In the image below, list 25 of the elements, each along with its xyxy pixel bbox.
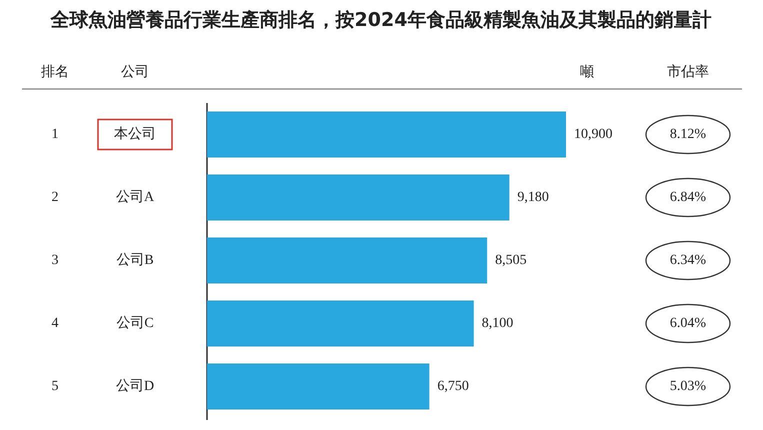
header: 市佔率 <box>667 64 709 80</box>
share: 6.04% <box>670 316 706 331</box>
category: 公司C <box>116 316 154 331</box>
share: 8.12% <box>670 127 706 142</box>
data-label: 8,505 <box>495 253 527 268</box>
share: 6.84% <box>670 190 706 205</box>
rank: 1 <box>52 127 58 142</box>
rank: 2 <box>52 190 58 205</box>
category: 本公司 <box>114 127 156 142</box>
title: 全球魚油營養品行業生產商排名，按2024年食品級精製魚油及其製品的銷量計 <box>50 9 712 31</box>
category: 公司D <box>116 379 154 394</box>
ylabel: 公司 <box>121 64 149 80</box>
rank: 4 <box>52 316 58 331</box>
data-label: 9,180 <box>517 190 549 205</box>
header: 排名 <box>41 64 69 80</box>
rank: 5 <box>52 379 58 394</box>
data-label: 10,900 <box>574 127 612 142</box>
data-label: 8,100 <box>482 316 514 331</box>
category: 公司A <box>116 190 154 205</box>
share: 5.03% <box>670 379 706 394</box>
rank: 3 <box>52 253 58 268</box>
xlabel: 噸 <box>580 64 594 80</box>
share: 6.34% <box>670 253 706 268</box>
category: 公司B <box>116 253 154 268</box>
data-label: 6,750 <box>437 379 469 394</box>
